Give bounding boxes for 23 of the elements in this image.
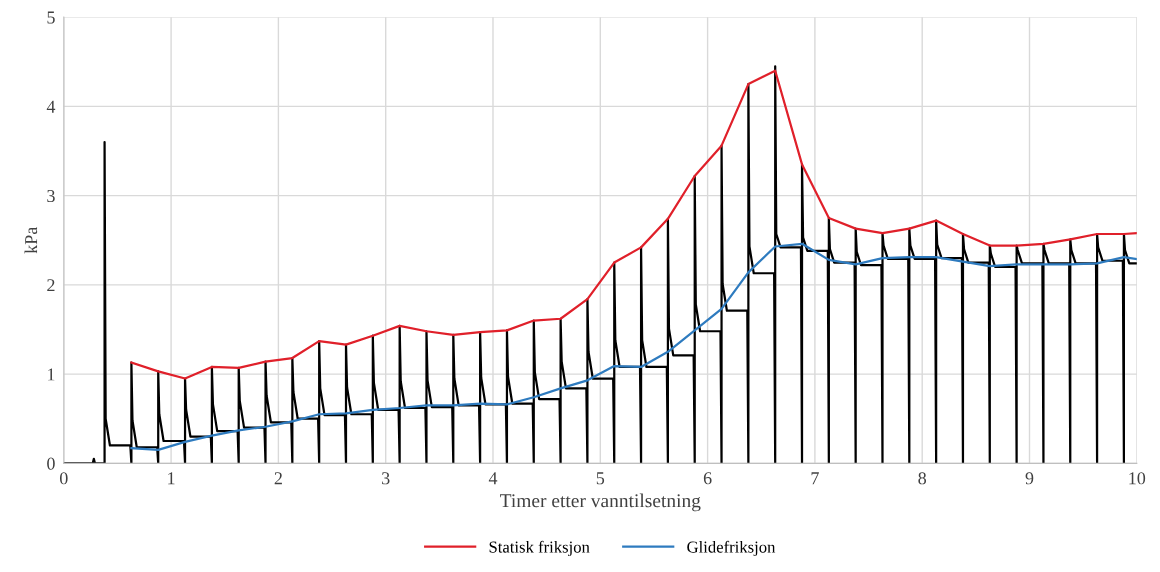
line-series bbox=[130, 69, 1137, 380]
y-tick-label: 2 bbox=[47, 279, 55, 292]
line-series bbox=[130, 242, 1137, 452]
x-tick-label: 4 bbox=[488, 472, 498, 485]
x-tick-label: 5 bbox=[596, 472, 605, 485]
x-tick-label: 2 bbox=[274, 472, 282, 485]
x-tick-label: 10 bbox=[1129, 472, 1146, 485]
y-axis-title: kPa bbox=[24, 226, 38, 254]
x-tick-label: 9 bbox=[1025, 472, 1034, 485]
y-tick-label: 5 bbox=[47, 11, 55, 24]
x-tick-label: 8 bbox=[918, 472, 927, 485]
legend-label: Glidefriksjon bbox=[687, 540, 776, 557]
x-tick-label: 0 bbox=[59, 472, 68, 485]
y-tick-label: 1 bbox=[48, 368, 55, 381]
legend-label: Statisk friksjon bbox=[489, 540, 590, 557]
y-tick-label: 0 bbox=[47, 457, 55, 470]
x-tick-label: 1 bbox=[168, 472, 175, 485]
y-tick-label: 4 bbox=[46, 100, 56, 113]
x-axis-title: Timer etter vanntilsetning bbox=[500, 493, 701, 512]
x-tick-label: 7 bbox=[811, 472, 819, 485]
x-tick-label: 6 bbox=[703, 472, 712, 485]
y-tick-label: 3 bbox=[47, 189, 55, 203]
x-tick-label: 3 bbox=[382, 472, 390, 485]
